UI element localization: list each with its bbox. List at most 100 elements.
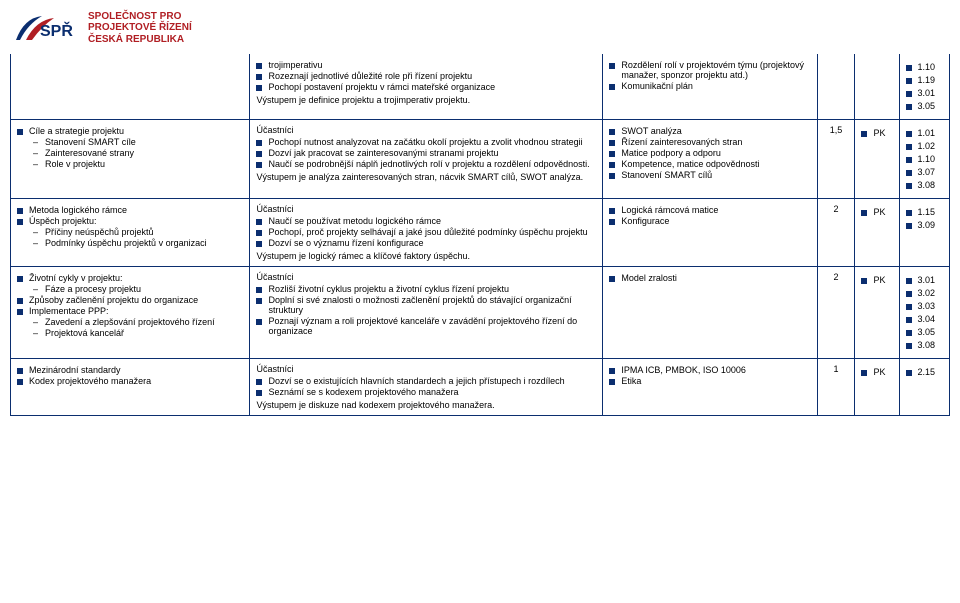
topic-item: Cíle a strategie projektu xyxy=(17,126,243,136)
bullet-item: 1.01 xyxy=(906,128,943,138)
cell-weight: 2 xyxy=(817,267,855,359)
bullet-item: 3.08 xyxy=(906,180,943,190)
bullet-item: Rozeznají jednotlivé důležité role při ř… xyxy=(256,71,596,81)
bullet-item: 3.08 xyxy=(906,340,943,350)
cell-outcomes: Účastníci Pochopí nutnost analyzovat na z… xyxy=(250,120,603,199)
output-text: Výstupem je definice projektu a trojimpe… xyxy=(256,95,596,105)
subtopic-item: Podmínky úspěchu projektů v organizaci xyxy=(17,238,243,248)
bullet-item: Matice podpory a odporu xyxy=(609,148,810,158)
cell-tools: Rozdělení rolí v projektovém týmu (proje… xyxy=(603,54,817,120)
bullet-item: 1.19 xyxy=(906,75,943,85)
cell-weight xyxy=(817,54,855,120)
curriculum-table: trojimperativuRozeznají jednotlivé důlež… xyxy=(10,54,950,416)
cell-outcomes: Účastníci Naučí se používat metodu logick… xyxy=(250,199,603,267)
subtopic-item: Zainteresované strany xyxy=(17,148,243,158)
bullet-item: SWOT analýza xyxy=(609,126,810,136)
topic-item: Životní cykly v projektu: xyxy=(17,273,243,283)
cell-outcomes: Účastníci Rozliší životní cyklus projektu… xyxy=(250,267,603,359)
cell-tools: Logická rámcová maticeKonfigurace xyxy=(603,199,817,267)
bullet-item: Pochopí nutnost analyzovat na začátku ok… xyxy=(256,137,596,147)
cell-left: Životní cykly v projektu:Fáze a procesy … xyxy=(11,267,250,359)
bullet-item: Model zralosti xyxy=(609,273,810,283)
subtopic-item: Zavedení a zlepšování projektového řízen… xyxy=(17,317,243,327)
svg-text:SPŘ: SPŘ xyxy=(40,21,73,40)
subtopic-item: Projektová kancelář xyxy=(17,328,243,338)
bullet-item: Rozdělení rolí v projektovém týmu (proje… xyxy=(609,60,810,80)
bullet-item: 3.09 xyxy=(906,220,943,230)
bullet-item: Pochopí, proč projekty selhávají a jaké … xyxy=(256,227,596,237)
subtopic-item: Role v projektu xyxy=(17,159,243,169)
subtopic-item: Stanovení SMART cíle xyxy=(17,137,243,147)
cell-codes: 3.013.023.033.043.053.08 xyxy=(899,267,949,359)
bullet-item: Konfigurace xyxy=(609,216,810,226)
cell-pk: PK xyxy=(855,267,899,359)
bullet-item: 3.05 xyxy=(906,327,943,337)
bullet-item: 3.07 xyxy=(906,167,943,177)
logo-line2: PROJEKTOVÉ ŘÍZENÍ xyxy=(88,22,192,34)
bullet-item: Dozví se o existujících hlavních standar… xyxy=(256,376,596,386)
cell-left: Metoda logického rámceÚspěch projektu:Př… xyxy=(11,199,250,267)
cell-tools: Model zralosti xyxy=(603,267,817,359)
bullet-item: Seznámí se s kodexem projektového manaže… xyxy=(256,387,596,397)
logo-line1: SPOLEČNOST PRO xyxy=(88,11,192,23)
bullet-item: Řízení zainteresovaných stran xyxy=(609,137,810,147)
bullet-item: Naučí se používat metodu logického rámce xyxy=(256,216,596,226)
table-row: Metoda logického rámceÚspěch projektu:Př… xyxy=(11,199,950,267)
bullet-item: 3.01 xyxy=(906,88,943,98)
cell-weight: 2 xyxy=(817,199,855,267)
cell-codes: 1.15 3.09 xyxy=(899,199,949,267)
cell-outcomes: Účastníci Dozví se o existujících hlavníc… xyxy=(250,359,603,416)
bullet-item: Kompetence, matice odpovědnosti xyxy=(609,159,810,169)
output-text: Výstupem je diskuze nad kodexem projekto… xyxy=(256,400,596,410)
topic-item: Mezinárodní standardy xyxy=(17,365,243,375)
participants-title: Účastníci xyxy=(256,364,596,374)
topic-item: Metoda logického rámce xyxy=(17,205,243,215)
cell-codes: 1.101.193.013.05 xyxy=(899,54,949,120)
cell-pk: PK xyxy=(855,359,899,416)
table-row: trojimperativuRozeznají jednotlivé důlež… xyxy=(11,54,950,120)
participants-title: Účastníci xyxy=(256,204,596,214)
table-row: Mezinárodní standardyKodex projektového … xyxy=(11,359,950,416)
cell-tools: IPMA ICB, PMBOK, ISO 10006Etika xyxy=(603,359,817,416)
subtopic-item: Fáze a procesy projektu xyxy=(17,284,243,294)
spr-logo-icon: SPŘ xyxy=(10,10,82,46)
bullet-item: 1.02 xyxy=(906,141,943,151)
bullet-item: Rozliší životní cyklus projektu a životn… xyxy=(256,284,596,294)
bullet-item: 1.10 xyxy=(906,62,943,72)
topic-item: Kodex projektového manažera xyxy=(17,376,243,386)
logo-header: SPŘ SPOLEČNOST PRO PROJEKTOVÉ ŘÍZENÍ ČES… xyxy=(10,10,950,46)
bullet-item: Logická rámcová matice xyxy=(609,205,810,215)
cell-tools: SWOT analýzaŘízení zainteresovaných stra… xyxy=(603,120,817,199)
subtopic-item: Příčiny neúspěchů projektů xyxy=(17,227,243,237)
cell-pk: PK xyxy=(855,120,899,199)
bullet-item: Komunikační plán xyxy=(609,81,810,91)
bullet-item: 3.03 xyxy=(906,301,943,311)
cell-left: Cíle a strategie projektuStanovení SMART… xyxy=(11,120,250,199)
logo-text: SPOLEČNOST PRO PROJEKTOVÉ ŘÍZENÍ ČESKÁ R… xyxy=(88,11,192,46)
cell-pk: PK xyxy=(855,199,899,267)
cell-left xyxy=(11,54,250,120)
table-row: Životní cykly v projektu:Fáze a procesy … xyxy=(11,267,950,359)
participants-title: Účastníci xyxy=(256,272,596,282)
bullet-item: 3.01 xyxy=(906,275,943,285)
cell-pk xyxy=(855,54,899,120)
bullet-item: trojimperativu xyxy=(256,60,596,70)
bullet-item: Etika xyxy=(609,376,810,386)
bullet-item: Naučí se podrobnější náplň jednotlivých … xyxy=(256,159,596,169)
output-text: Výstupem je analýza zainteresovaných str… xyxy=(256,172,596,182)
bullet-item: Pochopí postavení projektu v rámci mateř… xyxy=(256,82,596,92)
cell-weight: 1 xyxy=(817,359,855,416)
participants-title: Účastníci xyxy=(256,125,596,135)
cell-weight: 1,5 xyxy=(817,120,855,199)
output-text: Výstupem je logický rámec a klíčové fakt… xyxy=(256,251,596,261)
table-row: Cíle a strategie projektuStanovení SMART… xyxy=(11,120,950,199)
bullet-item: 2.15 xyxy=(906,367,943,377)
bullet-item: Poznají význam a roli projektové kancelá… xyxy=(256,316,596,336)
pk-value: PK xyxy=(861,207,892,217)
bullet-item: 1.15 xyxy=(906,207,943,217)
bullet-item: Dozví se o významu řízení konfigurace xyxy=(256,238,596,248)
bullet-item: Dozví jak pracovat se zainteresovanými s… xyxy=(256,148,596,158)
bullet-item: IPMA ICB, PMBOK, ISO 10006 xyxy=(609,365,810,375)
topic-item: Způsoby začlenění projektu do organizace xyxy=(17,295,243,305)
pk-value: PK xyxy=(861,367,892,377)
